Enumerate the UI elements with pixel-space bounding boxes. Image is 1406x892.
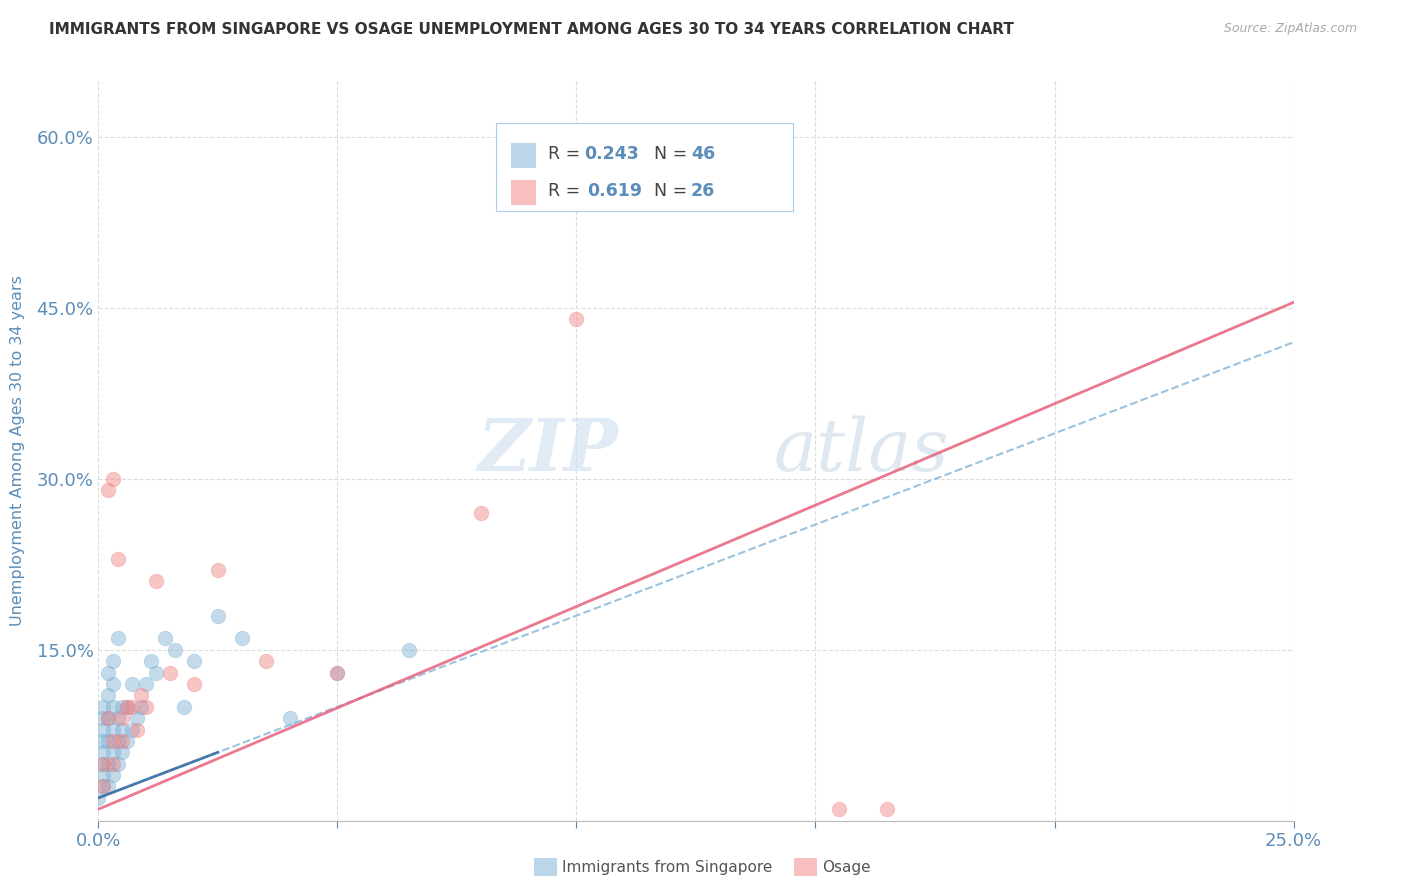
Point — [278, 711, 301, 725]
Text: Source: ZipAtlas.com: Source: ZipAtlas.com — [1223, 22, 1357, 36]
Point — [97, 711, 120, 725]
Point — [173, 699, 195, 714]
Text: 0.619: 0.619 — [588, 182, 643, 200]
Text: IMMIGRANTS FROM SINGAPORE VS OSAGE UNEMPLOYMENT AMONG AGES 30 TO 34 YEARS CORREL: IMMIGRANTS FROM SINGAPORE VS OSAGE UNEMP… — [49, 22, 1014, 37]
Point — [101, 768, 124, 782]
Point — [87, 790, 110, 805]
Text: Osage: Osage — [823, 860, 872, 874]
Point — [91, 711, 114, 725]
Text: R =: R = — [548, 145, 585, 163]
Point — [125, 711, 148, 725]
Point — [97, 665, 120, 680]
Point — [101, 723, 124, 737]
Point — [111, 745, 134, 759]
Point — [398, 642, 420, 657]
Text: 46: 46 — [692, 145, 716, 163]
Point — [107, 756, 129, 771]
Text: ZIP: ZIP — [478, 415, 619, 486]
Point — [107, 711, 129, 725]
Point — [709, 153, 731, 167]
Point — [91, 699, 114, 714]
Point — [101, 745, 124, 759]
Point — [470, 506, 492, 520]
Point — [111, 699, 134, 714]
Point — [125, 723, 148, 737]
Point — [91, 756, 114, 771]
Point — [101, 734, 124, 748]
Point — [139, 654, 162, 668]
Point — [163, 642, 186, 657]
Point — [115, 734, 138, 748]
Point — [111, 734, 134, 748]
Text: 0.243: 0.243 — [585, 145, 638, 163]
Point — [91, 734, 114, 748]
Point — [159, 665, 181, 680]
Point — [121, 699, 143, 714]
Point — [131, 689, 153, 703]
Text: N =: N = — [644, 182, 693, 200]
Point — [135, 677, 157, 691]
Point — [207, 563, 229, 577]
Point — [183, 677, 205, 691]
Point — [91, 780, 114, 794]
Point — [97, 780, 120, 794]
Point — [91, 723, 114, 737]
Point — [97, 689, 120, 703]
Point — [326, 665, 349, 680]
Y-axis label: Unemployment Among Ages 30 to 34 years: Unemployment Among Ages 30 to 34 years — [10, 275, 25, 626]
Point — [111, 723, 134, 737]
Point — [91, 745, 114, 759]
Point — [326, 665, 349, 680]
Text: Immigrants from Singapore: Immigrants from Singapore — [562, 860, 773, 874]
Point — [101, 699, 124, 714]
Point — [97, 756, 120, 771]
Point — [121, 677, 143, 691]
Point — [565, 312, 588, 326]
Point — [207, 608, 229, 623]
Point — [115, 699, 138, 714]
Point — [91, 756, 114, 771]
Point — [231, 632, 253, 646]
Point — [111, 711, 134, 725]
Text: atlas: atlas — [773, 415, 949, 486]
Point — [97, 734, 120, 748]
Point — [135, 699, 157, 714]
Point — [97, 711, 120, 725]
Point — [91, 768, 114, 782]
Point — [155, 632, 177, 646]
Point — [254, 654, 277, 668]
Point — [107, 551, 129, 566]
Point — [145, 665, 167, 680]
Point — [876, 802, 898, 816]
Text: R =: R = — [548, 182, 591, 200]
Point — [145, 574, 167, 589]
Point — [97, 483, 120, 498]
Point — [107, 632, 129, 646]
Text: N =: N = — [644, 145, 693, 163]
Point — [101, 677, 124, 691]
Text: 26: 26 — [692, 182, 716, 200]
Point — [121, 723, 143, 737]
Point — [115, 699, 138, 714]
Point — [828, 802, 851, 816]
Point — [131, 699, 153, 714]
Point — [107, 734, 129, 748]
Point — [183, 654, 205, 668]
Point — [101, 756, 124, 771]
Point — [101, 472, 124, 486]
Point — [101, 654, 124, 668]
Point — [91, 780, 114, 794]
